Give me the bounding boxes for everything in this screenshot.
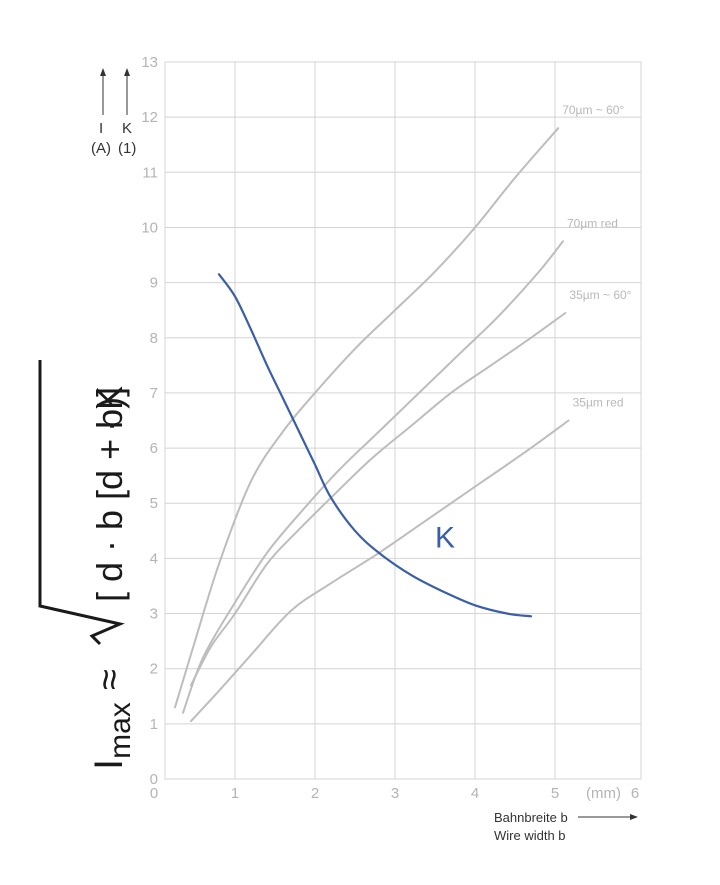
- y-tick-label: 6: [150, 440, 158, 457]
- series-label-70-m-60: 70µm ~ 60°: [562, 103, 624, 117]
- y-tick-label: 3: [150, 606, 158, 623]
- y-tick-label: 0: [150, 771, 158, 788]
- y-tick-label: 9: [150, 275, 158, 292]
- series-label-35-m-red: 35µm red: [573, 396, 624, 410]
- x-axis-unit: (mm): [586, 785, 621, 802]
- formula-i: I: [87, 759, 131, 770]
- y-tick-label: 11: [142, 164, 158, 181]
- x-axis-ticks: 0 1 2 3 4 5 6: [150, 785, 639, 802]
- series-label-35-m-60: 35µm ~ 60°: [569, 288, 631, 302]
- formula-radicand: [ d · b [d + b)]: [89, 387, 130, 602]
- x-caption-arrow-head: [630, 814, 638, 820]
- formula-radical: [38, 360, 125, 646]
- series-label-k: K: [435, 521, 455, 554]
- y-axis-header: I K (A) (1): [91, 68, 136, 157]
- k-arrow-head: [124, 68, 130, 76]
- y-tick-label: 1: [150, 716, 158, 733]
- formula: Imax ≈ [ d · b [d + b)] · K: [38, 360, 137, 770]
- x-tick-label: 6: [631, 785, 639, 802]
- formula-factor: · K: [89, 386, 130, 432]
- k-axis-unit: (1): [118, 140, 136, 157]
- x-caption-de: Bahnbreite b: [494, 810, 568, 825]
- plot-frame: [164, 61, 642, 780]
- x-tick-label: 4: [471, 785, 479, 802]
- y-tick-label: 13: [141, 54, 158, 71]
- series-line-70-m-red: [182, 240, 564, 714]
- grid: [164, 61, 642, 780]
- y-tick-label: 10: [141, 219, 158, 236]
- i-arrow-head: [100, 68, 106, 76]
- formula-sub: max: [104, 702, 137, 759]
- x-tick-label: 1: [231, 785, 239, 802]
- formula-approx: ≈: [89, 669, 131, 690]
- y-tick-label: 7: [150, 385, 158, 402]
- y-tick-label: 4: [150, 550, 158, 567]
- x-caption-en: Wire width b: [494, 828, 566, 843]
- x-tick-label: 2: [311, 785, 319, 802]
- x-tick-label: 3: [391, 785, 399, 802]
- series-line-70-m-60: [174, 127, 560, 709]
- series-line-35-m-60: [190, 312, 567, 687]
- y-tick-label: 2: [150, 661, 158, 678]
- i-axis-label: I: [99, 120, 103, 137]
- series-label-70-m-red: 70µm red: [567, 216, 618, 230]
- y-tick-label: 12: [141, 109, 158, 126]
- series-layer: 70µm ~ 60° 70µm red 35µm ~ 60° 35µm red K: [174, 103, 632, 723]
- x-tick-label: 0: [150, 785, 158, 802]
- i-axis-unit: (A): [91, 140, 111, 157]
- y-tick-label: 5: [150, 495, 158, 512]
- series-line-35-m-red: [190, 419, 570, 723]
- y-tick-label: 8: [150, 330, 158, 347]
- series-line-k: [217, 273, 533, 618]
- formula-lhs: Imax: [87, 702, 137, 770]
- x-tick-label: 5: [551, 785, 559, 802]
- x-axis-caption: Bahnbreite b Wire width b: [494, 810, 638, 843]
- k-axis-label: K: [122, 120, 132, 137]
